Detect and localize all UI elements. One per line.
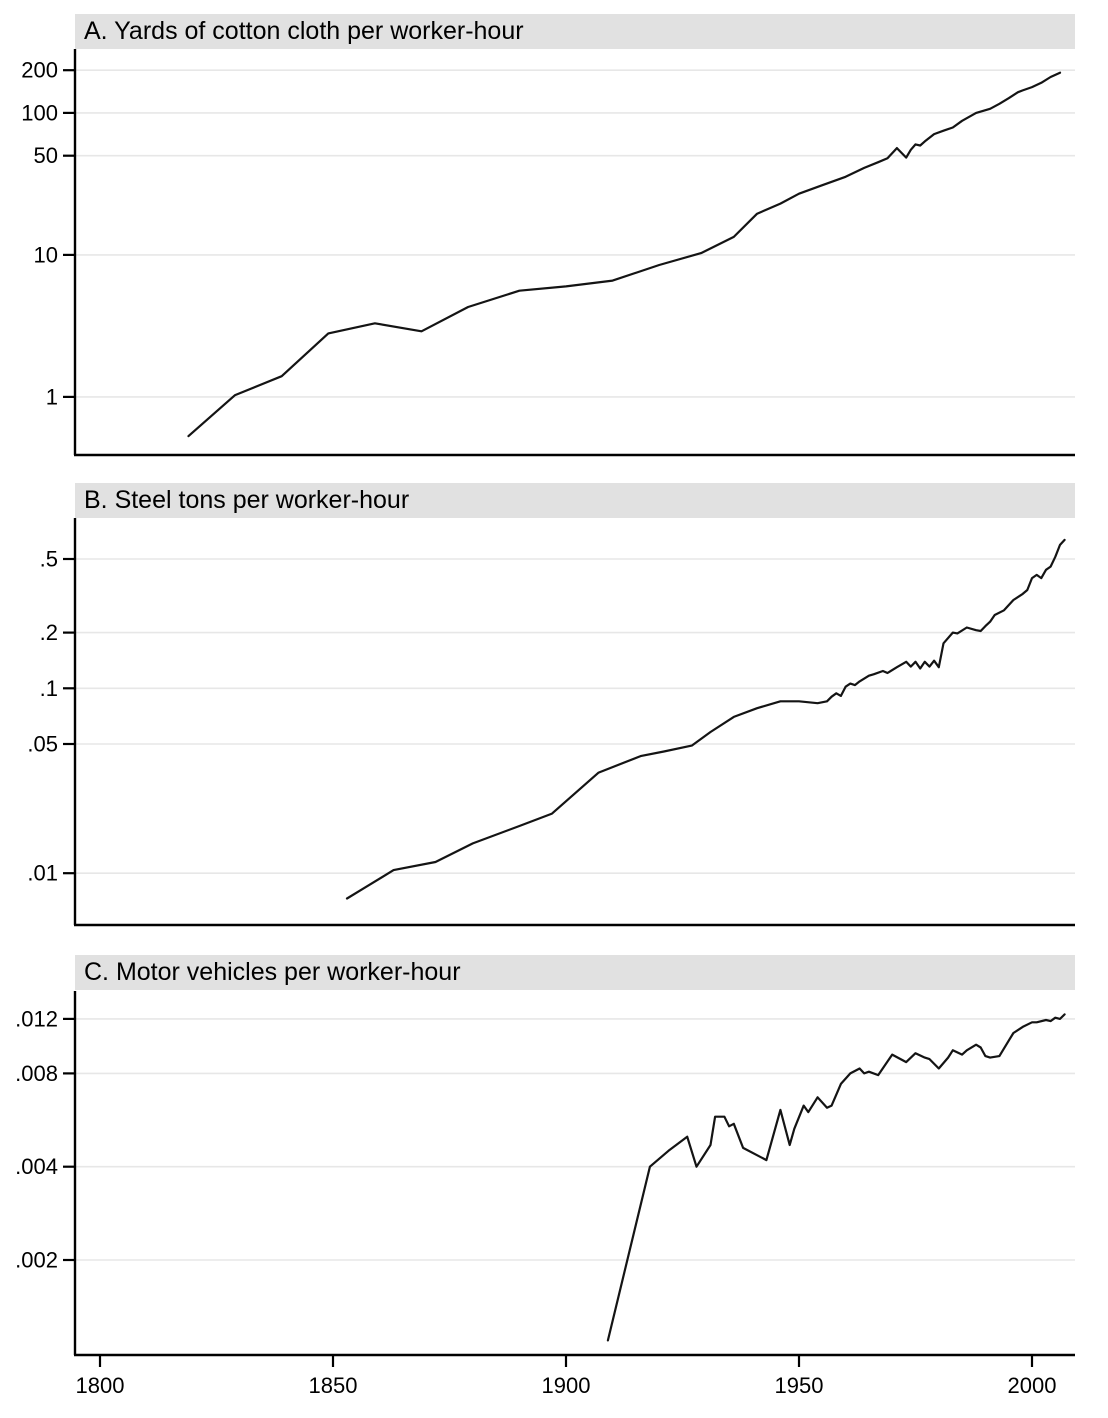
y-tick-label: .008 xyxy=(15,1061,58,1086)
y-tick-label: .01 xyxy=(27,861,58,886)
x-tick-label: 1850 xyxy=(309,1373,358,1398)
y-tick-label: 1 xyxy=(46,384,58,409)
x-tick-label: 2000 xyxy=(1008,1373,1057,1398)
y-tick-label: .004 xyxy=(15,1154,58,1179)
panel-a-plot: 200 100 50 10 1 xyxy=(21,49,1075,457)
y-tick-label: 50 xyxy=(34,143,58,168)
y-tick-label: .012 xyxy=(15,1006,58,1031)
panel-c-title: C. Motor vehicles per worker-hour xyxy=(75,955,1075,990)
y-tick-label: .002 xyxy=(15,1248,58,1273)
y-tick-label: .05 xyxy=(27,732,58,757)
x-tick-label: 1800 xyxy=(76,1373,125,1398)
y-tick-label: 10 xyxy=(34,242,58,267)
y-tick-label: .1 xyxy=(40,676,58,701)
y-tick-label: 100 xyxy=(21,100,58,125)
panel-b-title: B. Steel tons per worker-hour xyxy=(75,483,1075,518)
series-line-panel-c xyxy=(606,1013,1066,1342)
panel-b-plot: .5 .2 .1 .05 .01 xyxy=(27,518,1075,927)
x-tick-label: 1950 xyxy=(775,1373,824,1398)
y-tick-label: .5 xyxy=(40,547,58,572)
panel-c-plot: .012 .008 .004 .002 1800 1850 1900 1950 2000 xyxy=(15,991,1075,1398)
y-tick-label: .2 xyxy=(40,620,58,645)
y-tick-label: 200 xyxy=(21,58,58,83)
series-line-panel-b xyxy=(345,538,1066,900)
series-line-panel-a xyxy=(187,71,1062,438)
panel-a-title: A. Yards of cotton cloth per worker-hour xyxy=(75,14,1075,49)
x-tick-label: 1900 xyxy=(542,1373,591,1398)
